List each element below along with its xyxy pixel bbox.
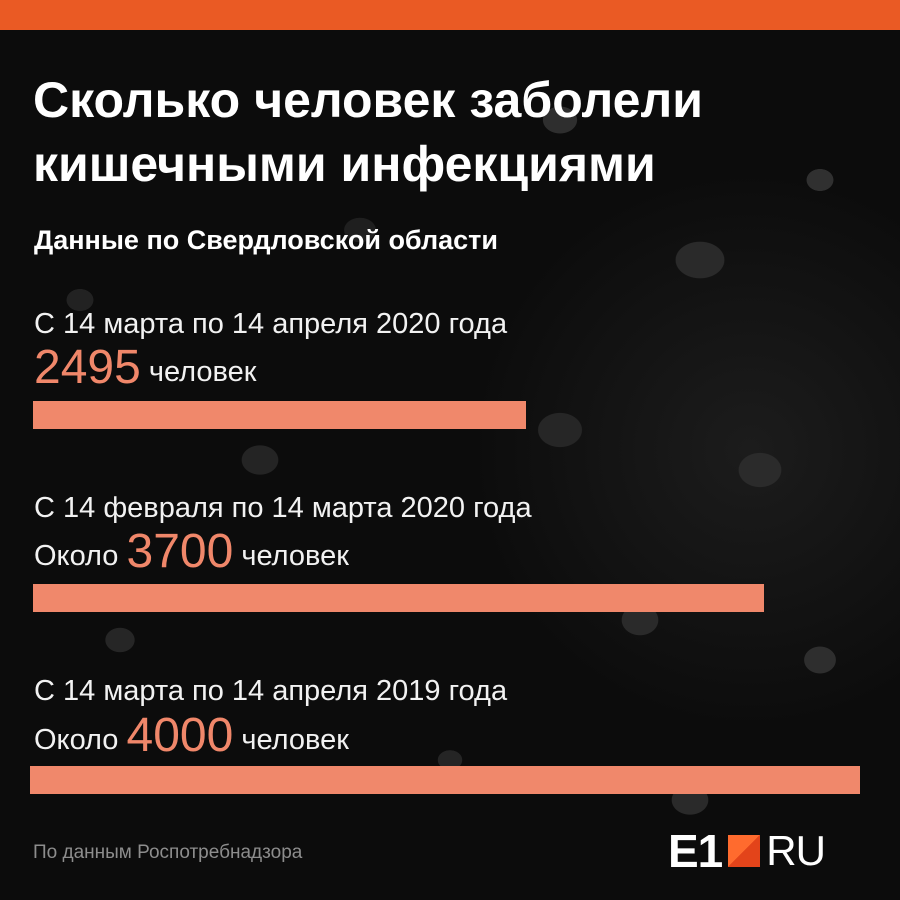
value-line: 2495 человек [34, 344, 256, 396]
prefix-label: Около [34, 724, 119, 756]
chart-title: Сколько человек заболели кишечными инфек… [33, 68, 873, 196]
logo-ru-text: RU [766, 827, 826, 874]
logo-square-icon [728, 835, 761, 867]
title-line-2: кишечными инфекциями [33, 136, 656, 192]
period-label: С 14 марта по 14 апреля 2019 года [34, 675, 508, 707]
e1-logo: E1 RU [668, 825, 826, 877]
prefix-label: Около [34, 540, 119, 572]
data-label: 2495 [34, 341, 141, 394]
bar [33, 401, 526, 429]
value-line: Около 3700 человек [34, 528, 349, 580]
unit-label: человек [148, 356, 257, 388]
period-label: С 14 марта по 14 апреля 2020 года [34, 308, 508, 340]
bar [33, 584, 764, 612]
value-line: Около 4000 человек [34, 712, 349, 764]
data-label: 4000 [126, 709, 234, 762]
data-label: 3700 [126, 525, 234, 578]
unit-label: человек [241, 724, 349, 756]
source-note: По данным Роспотребнадзора [33, 842, 303, 863]
bar [30, 766, 860, 794]
top-accent-bar [0, 0, 900, 30]
period-label: С 14 февраля по 14 марта 2020 года [34, 492, 532, 524]
logo-e1-text: E1 [668, 825, 723, 877]
unit-label: человек [241, 540, 349, 572]
title-line-1: Сколько человек заболели [33, 72, 703, 128]
chart-subtitle: Данные по Свердловской области [34, 225, 498, 255]
